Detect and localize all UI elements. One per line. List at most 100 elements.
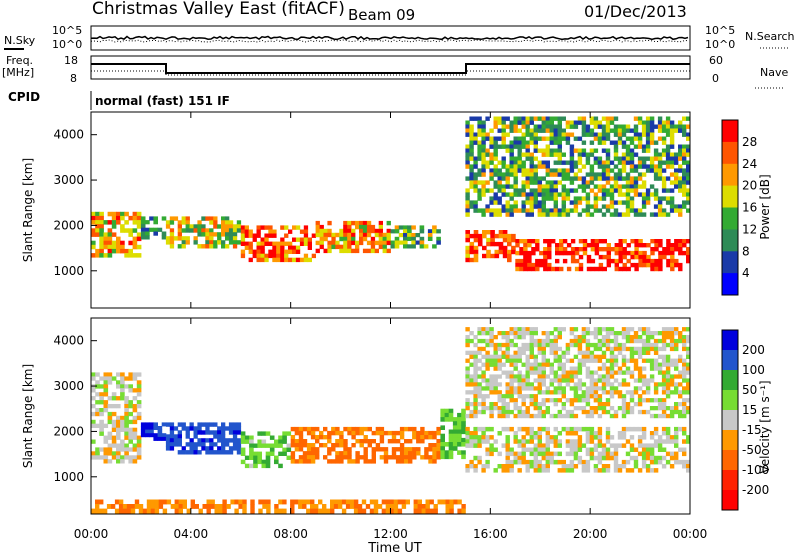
echo-cell	[686, 370, 691, 375]
echo-cell	[128, 400, 133, 405]
echo-cell	[221, 438, 226, 443]
echo-cell	[197, 224, 202, 229]
echo-cell	[515, 239, 520, 244]
echo-cell	[529, 447, 534, 452]
echo-cell	[140, 231, 146, 236]
echo-cell	[335, 244, 340, 250]
echo-cell	[465, 366, 470, 371]
echo-cell	[469, 402, 474, 407]
echo-cell	[553, 354, 558, 359]
echo-cell	[128, 388, 133, 393]
echo-cell	[445, 499, 450, 505]
echo-cell	[120, 439, 125, 444]
echo-cell	[614, 258, 619, 264]
echo-cell	[678, 176, 683, 181]
echo-cell	[517, 426, 522, 432]
echo-cell	[181, 236, 186, 241]
echo-cell	[124, 211, 129, 217]
echo-cell	[629, 370, 635, 375]
echo-cell	[232, 430, 238, 435]
echo-cell	[481, 160, 486, 165]
echo-cell	[557, 374, 562, 379]
echo-cell	[621, 124, 627, 129]
echo-cell	[533, 140, 538, 145]
echo-cell	[650, 247, 655, 252]
echo-cell	[553, 196, 558, 201]
echo-cell	[618, 243, 623, 248]
echo-cell	[276, 241, 281, 246]
echo-cell	[477, 116, 482, 121]
echo-cell	[359, 236, 364, 242]
echo-cell	[674, 180, 679, 185]
echo-cell	[617, 188, 623, 193]
echo-cell	[661, 136, 667, 141]
echo-cell	[493, 439, 498, 444]
echo-cell	[609, 455, 615, 461]
echo-cell	[609, 354, 615, 359]
echo-cell	[517, 208, 522, 213]
echo-cell	[432, 244, 437, 249]
echo-cell	[598, 239, 604, 244]
echo-cell	[638, 258, 643, 264]
echo-cell	[529, 200, 534, 205]
echo-cell	[221, 228, 226, 233]
echo-cell	[489, 176, 494, 181]
echo-cell	[593, 196, 599, 201]
echo-cell	[359, 443, 364, 448]
echo-cell	[521, 398, 526, 403]
echo-cell	[549, 350, 554, 355]
echo-cell	[382, 248, 387, 254]
echo-cell	[505, 426, 510, 432]
echo-cell	[573, 413, 579, 419]
echo-cell	[617, 136, 623, 141]
echo-cell	[573, 354, 579, 359]
echo-cell	[128, 240, 133, 246]
echo-cell	[222, 504, 227, 509]
echo-cell	[605, 164, 611, 169]
echo-cell	[661, 370, 667, 375]
echo-cell	[457, 429, 462, 435]
echo-cell	[440, 417, 445, 422]
colorbar-tick-label: 15	[742, 403, 757, 417]
echo-cell	[561, 200, 566, 205]
echo-cell	[545, 331, 550, 336]
echo-cell	[473, 413, 478, 419]
echo-cell	[661, 168, 667, 173]
echo-cell	[670, 247, 675, 252]
echo-cell	[315, 228, 320, 234]
echo-cell	[355, 240, 360, 246]
echo-cell	[577, 335, 583, 340]
echo-cell	[637, 208, 643, 213]
echo-cell	[641, 409, 647, 415]
echo-cell	[638, 254, 643, 260]
echo-cell	[569, 443, 575, 448]
echo-cell	[621, 402, 627, 407]
echo-cell	[116, 427, 121, 432]
echo-cell	[145, 235, 150, 240]
echo-cell	[519, 239, 524, 244]
echo-cell	[650, 262, 655, 268]
echo-cell	[565, 464, 571, 469]
echo-cell	[240, 447, 246, 452]
echo-cell	[509, 327, 514, 332]
echo-cell	[209, 240, 214, 245]
echo-cell	[661, 409, 667, 415]
echo-cell	[629, 443, 635, 448]
echo-cell	[557, 144, 562, 149]
echo-cell	[555, 266, 560, 272]
echo-cell	[637, 172, 643, 177]
echo-cell	[440, 450, 445, 455]
echo-cell	[551, 239, 556, 244]
echo-cell	[489, 331, 494, 336]
echo-cell	[533, 459, 538, 465]
echo-cell	[201, 244, 206, 249]
velocity-y-label: Slant Range [km]	[21, 364, 35, 468]
echo-cell	[565, 378, 571, 383]
echo-cell	[633, 176, 639, 181]
echo-cell	[537, 439, 542, 444]
echo-cell	[367, 439, 372, 444]
echo-cell	[637, 386, 643, 391]
echo-cell	[103, 244, 109, 250]
echo-cell	[559, 243, 564, 248]
echo-cell	[232, 438, 238, 443]
